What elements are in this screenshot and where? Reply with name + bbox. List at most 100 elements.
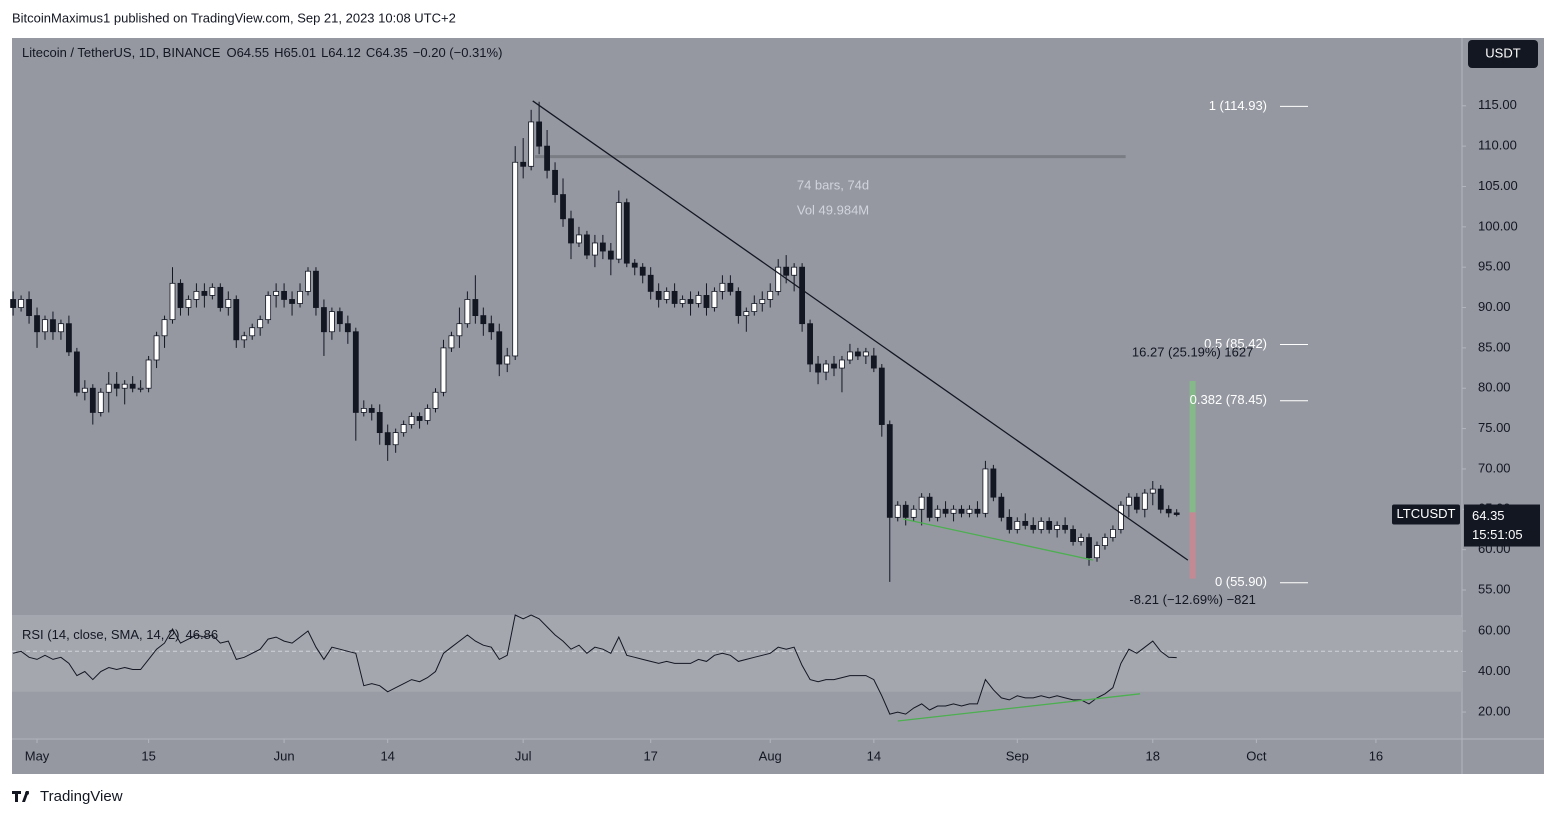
candle-body — [759, 299, 766, 304]
y-tick-label: 105.00 — [1478, 178, 1518, 193]
plot — [10, 100, 1466, 743]
candle-body — [854, 351, 861, 357]
candle-body — [137, 387, 144, 390]
candle-body — [58, 323, 64, 333]
ohlc-value: 64.35 — [375, 45, 408, 60]
y-tick-label: 95.00 — [1478, 259, 1511, 274]
candle-body — [775, 266, 782, 292]
y-tick-label: 90.00 — [1478, 299, 1511, 314]
countdown: 15:51:05 — [1472, 527, 1523, 542]
candle-body — [878, 367, 885, 425]
candle-body — [305, 270, 311, 292]
ohlc-value: 64.12 — [328, 45, 361, 60]
candle-body — [663, 290, 670, 300]
currency-button[interactable] — [1468, 40, 1538, 68]
candle-body — [584, 234, 590, 256]
overlay: Litecoin / TetherUS, 1D, BINANCE O64.55 H6… — [22, 45, 1540, 763]
candle-body — [336, 311, 343, 325]
candle-body — [791, 266, 798, 276]
candle-body — [926, 496, 933, 518]
candle-body — [631, 262, 638, 268]
candle-body — [313, 270, 319, 308]
candle-body — [1078, 537, 1084, 542]
candle-body — [169, 282, 176, 321]
rsi-trend-line — [897, 693, 1141, 722]
candle-body — [902, 504, 909, 518]
fib-label: 0.5 (85.42) — [1204, 336, 1267, 351]
candle-body — [1030, 525, 1037, 530]
candle-body — [448, 335, 455, 349]
candle-body — [1117, 504, 1124, 530]
candle-body — [1070, 529, 1076, 542]
symbol-label: LTCUSDT — [1397, 506, 1456, 521]
candle-body — [1038, 520, 1045, 530]
candle-body — [958, 508, 965, 514]
candle-body — [209, 286, 216, 296]
candle-body — [512, 161, 519, 357]
rsi-tick-label: 40.00 — [1478, 663, 1511, 678]
y-tick-label: 80.00 — [1478, 380, 1511, 395]
x-tick-label: 14 — [380, 748, 394, 763]
rsi-line — [12, 614, 1177, 715]
symbol-title: Litecoin / TetherUS, 1D, BINANCE — [22, 45, 221, 60]
candle-body — [472, 299, 479, 317]
candle-body — [703, 295, 710, 308]
ohlc-key: C — [366, 45, 375, 60]
candle-body — [265, 295, 272, 321]
candle-body — [105, 383, 112, 393]
ohlc-key: H — [274, 45, 283, 60]
candle-body — [592, 242, 598, 256]
candle-body — [918, 496, 925, 510]
x-tick-label: 14 — [867, 748, 881, 763]
candle-body — [735, 290, 742, 317]
x-tick-label: 16 — [1369, 748, 1383, 763]
rsi-value: 46.86 — [186, 627, 219, 642]
candle-body — [1094, 545, 1100, 559]
candle-body — [687, 299, 694, 304]
publisher: BitcoinMaximus1 published on TradingView… — [12, 10, 456, 25]
candle-body — [81, 387, 88, 393]
candle-body — [576, 234, 582, 244]
x-tick-label: 17 — [643, 748, 657, 763]
candle-body — [743, 311, 750, 317]
y-tick-label: 75.00 — [1478, 420, 1511, 435]
candle-body — [26, 299, 32, 317]
candle-body — [504, 355, 511, 365]
candle-body — [1022, 520, 1029, 526]
candle-body — [1125, 496, 1132, 506]
candle-body — [1054, 525, 1061, 530]
currency[interactable]: USDT — [1485, 45, 1520, 60]
candle-body — [368, 408, 375, 413]
candle-body — [998, 496, 1005, 518]
candle-body — [767, 290, 774, 300]
candle-body — [121, 383, 128, 389]
candle-body — [552, 169, 558, 195]
candle-body — [66, 323, 72, 353]
candle-body — [89, 387, 96, 413]
candle-body — [360, 408, 367, 413]
fib-label: 0.382 (78.45) — [1190, 392, 1267, 407]
candle-body — [679, 299, 686, 304]
candle-body — [1173, 512, 1180, 515]
candle-body — [655, 290, 662, 300]
candle-body — [520, 161, 527, 167]
candle-body — [599, 242, 606, 252]
candle-body — [783, 266, 790, 276]
candle-body — [376, 412, 383, 434]
candle-body — [711, 290, 718, 308]
candle-body — [647, 274, 654, 292]
candle-body — [440, 347, 447, 393]
candle-body — [113, 383, 120, 389]
rsi-tick-label: 60.00 — [1478, 622, 1511, 637]
candle-body — [1157, 488, 1164, 510]
candle-body — [392, 432, 399, 446]
candle-body — [862, 351, 869, 357]
candle-body — [432, 391, 439, 409]
candle-body — [536, 121, 543, 147]
candle-body — [329, 311, 335, 333]
candle-body — [1006, 516, 1013, 530]
y-tick-label: 55.00 — [1478, 581, 1511, 596]
price-tag — [1464, 504, 1540, 547]
candle-body — [18, 299, 24, 308]
